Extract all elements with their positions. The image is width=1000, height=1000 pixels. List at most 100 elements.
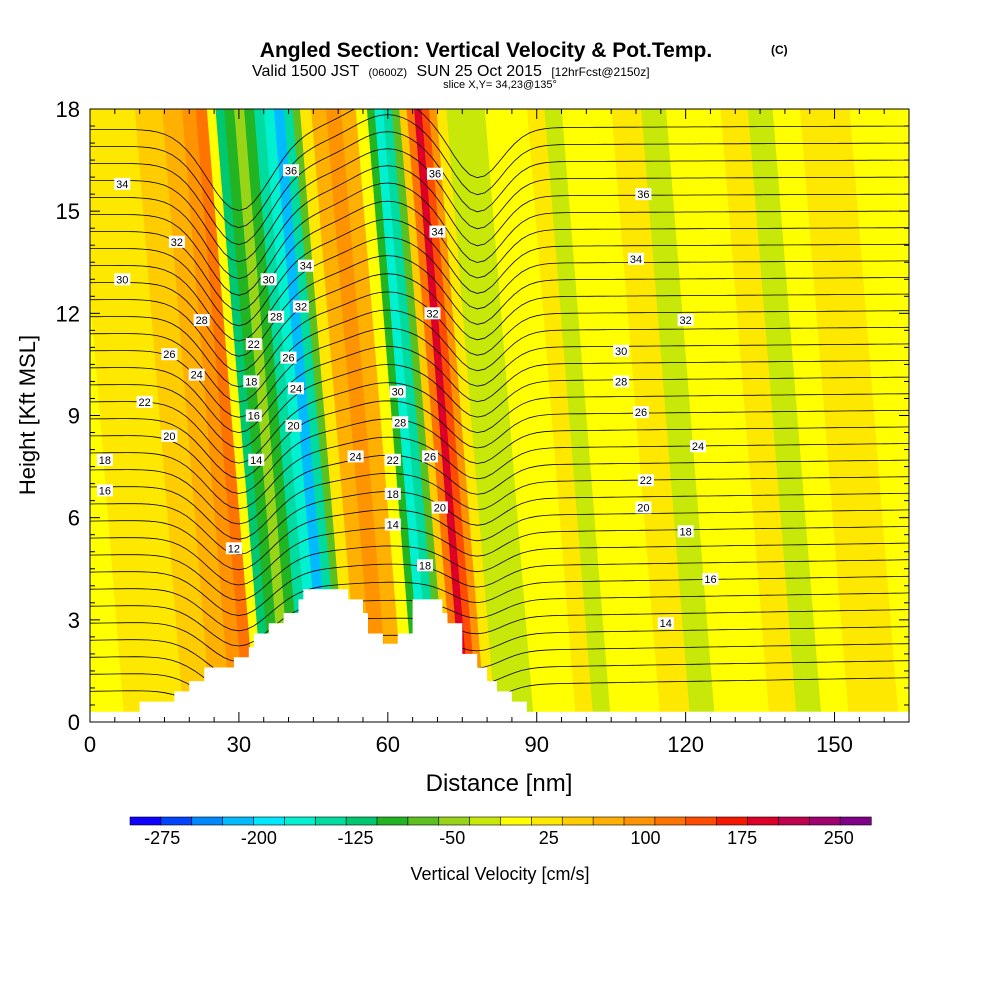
velocity-column [428, 109, 487, 722]
y-tick-label: 15 [56, 199, 80, 224]
svg-text:18: 18 [419, 560, 431, 572]
colorbar-swatch [191, 816, 224, 826]
velocity-column [446, 109, 513, 722]
contour-label: 24 [347, 450, 364, 463]
contour-label: 18 [417, 559, 433, 572]
colorbar-tick-label: -275 [144, 828, 180, 848]
colorbar-swatch [345, 816, 378, 826]
velocity-column [462, 109, 535, 722]
colorbar-tick-label: -50 [439, 828, 465, 848]
theta-contour [90, 114, 909, 229]
contour-label: 26 [280, 351, 297, 365]
theta-contour [90, 592, 909, 647]
theta-contour [90, 309, 909, 403]
svg-text:34: 34 [116, 179, 128, 191]
contour-label: 22 [637, 474, 654, 487]
vertical-velocity-field [90, 109, 909, 722]
velocity-column [484, 109, 557, 722]
y-tick-label: 3 [68, 608, 80, 633]
contour-label: 30 [260, 273, 277, 286]
velocity-column [206, 109, 266, 722]
svg-text:36: 36 [285, 165, 297, 177]
x-tick-label: 0 [84, 732, 96, 757]
subtitle-date: SUN 25 Oct 2015 [416, 63, 542, 80]
velocity-column [162, 109, 232, 722]
theta-contour [90, 609, 909, 663]
contour-label: 36 [283, 164, 299, 177]
velocity-column [195, 109, 257, 722]
colorbar-swatch [808, 816, 841, 826]
title-mark: (C) [771, 43, 788, 57]
svg-text:32: 32 [426, 308, 438, 320]
contour-label: 32 [168, 235, 185, 249]
svg-text:26: 26 [282, 353, 294, 365]
theta-contour [90, 165, 909, 280]
colorbar-swatch [654, 816, 687, 826]
theta-contour [90, 255, 909, 357]
colorbar-swatch [685, 816, 718, 826]
contour-label: 18 [384, 487, 401, 501]
contour-label: 26 [422, 450, 438, 463]
theta-contour [90, 400, 909, 479]
svg-text:24: 24 [191, 370, 203, 382]
velocity-column [273, 109, 334, 722]
contour-label: 30 [389, 385, 406, 399]
velocity-column [340, 109, 406, 722]
x-tick-label: 120 [667, 732, 704, 757]
svg-text:14: 14 [660, 618, 672, 630]
y-axis-label: Height [Kft MSL] [15, 335, 40, 495]
colorbar-swatch [778, 816, 810, 826]
theta-contour [90, 200, 909, 312]
contour-label: 28 [193, 314, 210, 327]
contour-label: 26 [161, 348, 178, 361]
svg-text:32: 32 [171, 237, 183, 249]
velocity-column [366, 109, 425, 722]
colorbar-tick-label: 100 [630, 828, 660, 848]
velocity-column [391, 109, 449, 722]
contour-label: 26 [633, 406, 649, 419]
x-tick-label: 150 [816, 732, 853, 757]
theta-contour [90, 454, 909, 525]
colorbar-swatch [284, 816, 316, 826]
velocity-column [325, 109, 391, 722]
svg-text:26: 26 [163, 349, 175, 361]
svg-text:16: 16 [704, 574, 716, 586]
y-tick-label: 6 [68, 506, 80, 531]
svg-text:28: 28 [196, 315, 208, 327]
theta-contour [90, 526, 909, 586]
chart-title: Angled Section: Vertical Velocity & Pot.… [260, 39, 712, 62]
theta-contour [90, 327, 909, 418]
velocity-column [181, 109, 246, 722]
svg-text:12: 12 [228, 543, 240, 555]
svg-text:30: 30 [615, 346, 627, 358]
svg-text:16: 16 [248, 411, 260, 423]
velocity-column [105, 109, 185, 722]
svg-text:20: 20 [287, 421, 299, 433]
svg-text:18: 18 [387, 489, 399, 501]
theta-contour [90, 345, 909, 434]
svg-text:34: 34 [630, 254, 642, 266]
contour-label: 20 [635, 501, 652, 515]
subtitle: Valid 1500 JST (0600Z) SUN 25 Oct 2015 [… [252, 63, 650, 80]
theta-contour [90, 509, 909, 571]
contour-label: 20 [161, 429, 178, 443]
colorbar-swatch [747, 816, 779, 826]
colorbar-swatch [314, 816, 347, 826]
colorbar-swatch [531, 816, 563, 826]
svg-text:34: 34 [300, 261, 312, 273]
svg-text:28: 28 [270, 312, 282, 324]
velocity-column [747, 109, 823, 722]
x-tick-label: 60 [376, 732, 400, 757]
contour-label: 34 [429, 225, 446, 239]
theta-contour [90, 131, 909, 246]
colorbar-swatch [376, 816, 409, 826]
terrain-profile [90, 589, 909, 722]
contour-label: 22 [245, 338, 262, 351]
svg-text:22: 22 [138, 397, 150, 409]
svg-text:28: 28 [394, 417, 406, 429]
svg-text:24: 24 [290, 383, 302, 395]
svg-text:22: 22 [640, 475, 652, 487]
contour-label: 16 [96, 484, 113, 497]
velocity-column [827, 109, 900, 722]
